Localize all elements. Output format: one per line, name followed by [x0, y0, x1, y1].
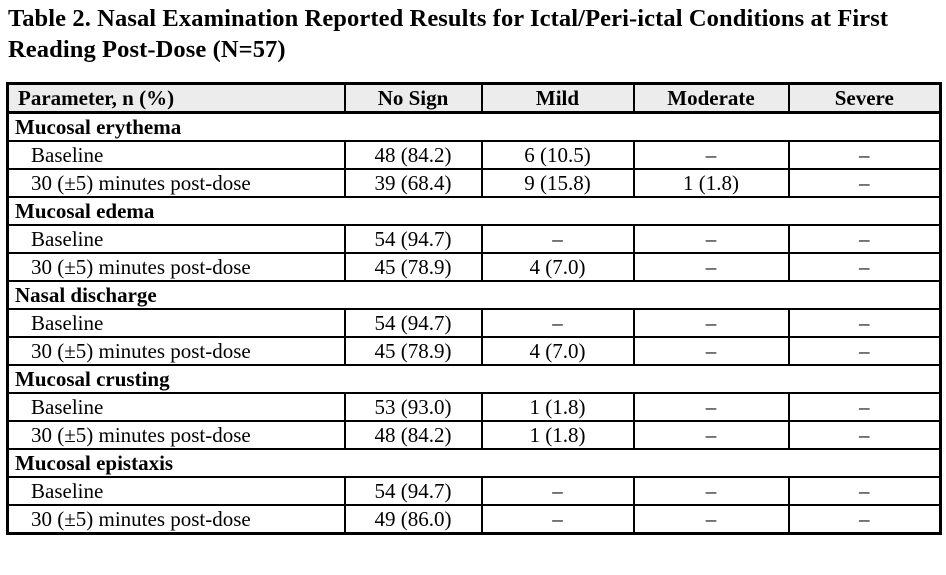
- data-row: Baseline 48 (84.2) 6 (10.5) – –: [6, 140, 942, 170]
- cell-value: 45 (78.9): [343, 252, 483, 282]
- column-header-no-sign: No Sign: [343, 82, 483, 114]
- cell-value: –: [632, 504, 790, 535]
- data-row: Baseline 54 (94.7) – – –: [6, 224, 942, 254]
- cell-value: 48 (84.2): [343, 420, 483, 450]
- cell-value: –: [787, 252, 942, 282]
- cell-value: 1 (1.8): [480, 420, 635, 450]
- cell-value: 45 (78.9): [343, 336, 483, 366]
- cell-value: –: [787, 224, 942, 254]
- cell-value: –: [632, 224, 790, 254]
- cell-value: –: [632, 392, 790, 422]
- cell-value: 6 (10.5): [480, 140, 635, 170]
- cell-value: 54 (94.7): [343, 308, 483, 338]
- document-page: Table 2. Nasal Examination Reported Resu…: [6, 3, 942, 535]
- cell-value: –: [787, 504, 942, 535]
- row-label: 30 (±5) minutes post-dose: [6, 168, 346, 198]
- cell-value: 9 (15.8): [480, 168, 635, 198]
- column-header-mild: Mild: [480, 82, 635, 114]
- row-label: Baseline: [6, 476, 346, 506]
- cell-value: 53 (93.0): [343, 392, 483, 422]
- row-label: 30 (±5) minutes post-dose: [6, 336, 346, 366]
- section-row: Nasal discharge: [6, 280, 942, 310]
- cell-value: 4 (7.0): [480, 252, 635, 282]
- row-label: 30 (±5) minutes post-dose: [6, 420, 346, 450]
- table-title-line-2: Reading Post-Dose (N=57): [8, 36, 286, 63]
- cell-value: –: [480, 504, 635, 535]
- column-header-severe: Severe: [787, 82, 942, 114]
- data-row: 30 (±5) minutes post-dose 45 (78.9) 4 (7…: [6, 252, 942, 282]
- section-row: Mucosal epistaxis: [6, 448, 942, 478]
- section-row: Mucosal erythema: [6, 111, 942, 142]
- cell-value: –: [632, 420, 790, 450]
- cell-value: –: [480, 476, 635, 506]
- cell-value: –: [480, 308, 635, 338]
- cell-value: –: [787, 140, 942, 170]
- data-row: Baseline 53 (93.0) 1 (1.8) – –: [6, 392, 942, 422]
- section-label-nasal-discharge: Nasal discharge: [6, 280, 942, 310]
- cell-value: –: [632, 308, 790, 338]
- cell-value: –: [632, 252, 790, 282]
- row-label: 30 (±5) minutes post-dose: [6, 252, 346, 282]
- cell-value: 54 (94.7): [343, 476, 483, 506]
- cell-value: –: [787, 476, 942, 506]
- column-header-parameter: Parameter, n (%): [6, 82, 346, 114]
- column-header-moderate: Moderate: [632, 82, 790, 114]
- row-label: 30 (±5) minutes post-dose: [6, 504, 346, 535]
- row-label: Baseline: [6, 140, 346, 170]
- data-row: 30 (±5) minutes post-dose 48 (84.2) 1 (1…: [6, 420, 942, 450]
- data-row: 30 (±5) minutes post-dose 49 (86.0) – – …: [6, 504, 942, 535]
- data-row: 30 (±5) minutes post-dose 39 (68.4) 9 (1…: [6, 168, 942, 198]
- data-row: Baseline 54 (94.7) – – –: [6, 308, 942, 338]
- cell-value: 48 (84.2): [343, 140, 483, 170]
- row-label: Baseline: [6, 224, 346, 254]
- section-label-mucosal-edema: Mucosal edema: [6, 196, 942, 226]
- cell-value: 54 (94.7): [343, 224, 483, 254]
- table-title-line-1: Table 2. Nasal Examination Reported Resu…: [8, 5, 889, 32]
- cell-value: –: [632, 476, 790, 506]
- section-label-mucosal-epistaxis: Mucosal epistaxis: [6, 448, 942, 478]
- table-title: Table 2. Nasal Examination Reported Resu…: [8, 3, 940, 65]
- cell-value: –: [787, 168, 942, 198]
- table-header-row: Parameter, n (%) No Sign Mild Moderate S…: [6, 82, 942, 114]
- section-label-mucosal-erythema: Mucosal erythema: [6, 111, 942, 142]
- data-row: Baseline 54 (94.7) – – –: [6, 476, 942, 506]
- cell-value: 1 (1.8): [632, 168, 790, 198]
- cell-value: –: [480, 224, 635, 254]
- cell-value: –: [787, 308, 942, 338]
- section-label-mucosal-crusting: Mucosal crusting: [6, 364, 942, 394]
- cell-value: –: [787, 336, 942, 366]
- cell-value: 4 (7.0): [480, 336, 635, 366]
- cell-value: –: [787, 420, 942, 450]
- row-label: Baseline: [6, 392, 346, 422]
- cell-value: 1 (1.8): [480, 392, 635, 422]
- section-row: Mucosal crusting: [6, 364, 942, 394]
- section-row: Mucosal edema: [6, 196, 942, 226]
- cell-value: –: [632, 140, 790, 170]
- data-row: 30 (±5) minutes post-dose 45 (78.9) 4 (7…: [6, 336, 942, 366]
- nasal-examination-table: Parameter, n (%) No Sign Mild Moderate S…: [6, 82, 942, 535]
- cell-value: 39 (68.4): [343, 168, 483, 198]
- row-label: Baseline: [6, 308, 346, 338]
- cell-value: 49 (86.0): [343, 504, 483, 535]
- cell-value: –: [787, 392, 942, 422]
- cell-value: –: [632, 336, 790, 366]
